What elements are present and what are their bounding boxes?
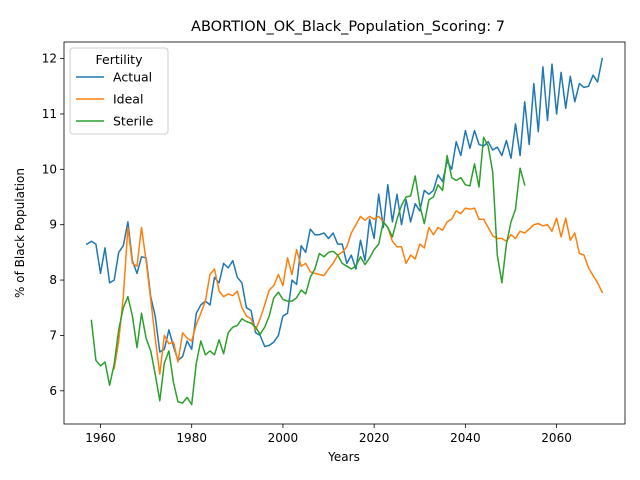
axes-frame	[63, 41, 626, 425]
y-tick-label: 8	[49, 273, 57, 287]
y-tick-label: 6	[49, 384, 57, 398]
legend-label-ideal: Ideal	[113, 92, 143, 107]
legend: Fertility Actual Ideal Sterile	[69, 47, 169, 135]
x-tick-label: 2020	[359, 431, 390, 445]
y-tick-label: 11	[42, 107, 57, 121]
chart-title: ABORTION_OK_Black_Population_Scoring: 7	[191, 19, 505, 35]
x-tick-label: 2040	[450, 431, 481, 445]
legend-label-sterile: Sterile	[113, 114, 154, 129]
legend-label-actual: Actual	[113, 70, 152, 85]
legend-box	[69, 47, 169, 135]
y-tick-label: 7	[49, 328, 57, 342]
legend-title: Fertility	[96, 52, 144, 67]
series-lines	[85, 57, 604, 406]
x-tick-label: 2060	[541, 431, 572, 445]
series-line-actual	[85, 57, 604, 362]
x-axis-label: Years	[327, 450, 360, 464]
y-tick-label: 10	[42, 162, 57, 176]
y-tick-label: 9	[49, 218, 57, 232]
x-tick-label: 1960	[85, 431, 116, 445]
x-tick-label: 2000	[268, 431, 299, 445]
series-line-ideal	[113, 207, 604, 375]
axis-ticks: 1960 1980 2000 2020 2040 2060 6 7 8 9 10 11 12	[42, 52, 572, 445]
y-tick-label: 12	[42, 52, 57, 66]
y-axis-label: % of Black Population	[13, 168, 27, 298]
legend-entries: Actual Ideal Sterile	[76, 70, 154, 129]
x-tick-label: 1980	[176, 431, 207, 445]
series-line-sterile	[90, 136, 526, 406]
